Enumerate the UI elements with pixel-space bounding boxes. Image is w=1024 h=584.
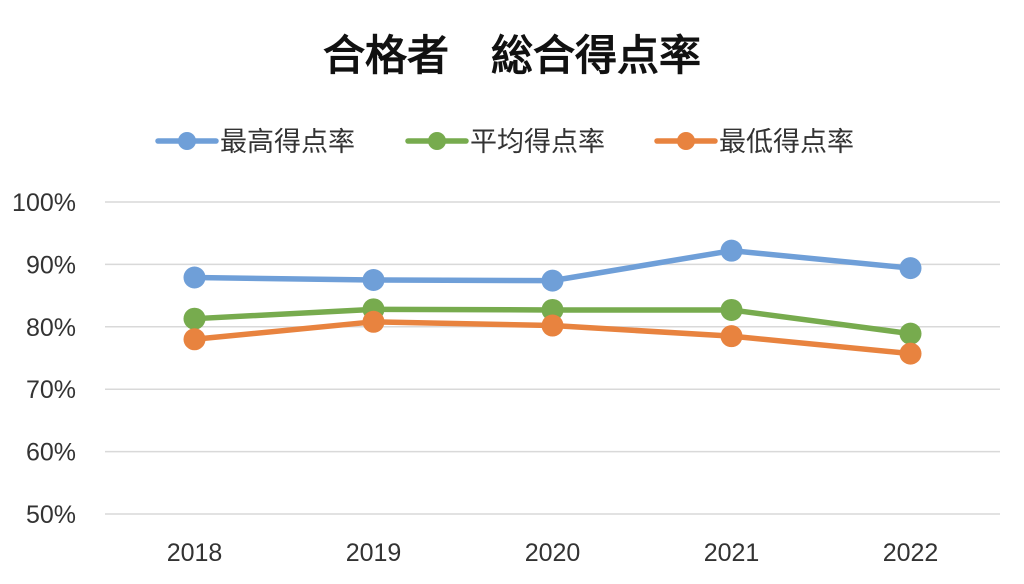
data-point [720,325,743,348]
legend-item: 平均得点率 [405,127,605,158]
x-tick-label: 2022 [883,539,939,567]
legend-item: 最高得点率 [155,127,355,158]
data-point [541,269,564,292]
y-tick-label: 50% [26,501,76,529]
data-point [899,257,922,280]
data-point [720,239,743,262]
data-point [362,310,385,333]
legend-marker [677,132,695,150]
y-tick-label: 100% [12,189,76,217]
data-point [183,307,206,330]
legend-label: 最低得点率 [719,127,854,158]
data-point [541,298,564,321]
data-point [720,298,743,321]
y-tick-label: 80% [26,314,76,342]
chart-title: 合格者 総合得点率 [323,31,701,80]
y-tick-label: 70% [26,376,76,404]
x-tick-label: 2018 [167,539,223,567]
x-tick-label: 2020 [525,539,581,567]
x-axis: 2018 2019 2020 2021 2022 [167,539,939,567]
legend-label: 平均得点率 [470,127,605,158]
data-point [362,269,385,291]
legend: 最高得点率 平均得点率 最低得点率 [155,127,854,158]
x-tick-label: 2021 [704,539,760,567]
x-tick-label: 2019 [346,539,402,567]
data-point [183,266,206,289]
gridlines [105,201,1000,515]
legend-item: 最低得点率 [654,127,854,158]
data-point [183,328,206,351]
data-point [541,314,564,337]
y-axis: 100% 90% 80% 70% 60% 50% [12,189,76,529]
series-3 [183,310,922,365]
plot-area [183,239,922,365]
legend-label: 最高得点率 [220,127,355,158]
data-point [899,322,922,345]
y-tick-label: 60% [26,439,76,467]
y-tick-label: 90% [26,251,76,279]
legend-marker [178,132,196,150]
data-point [899,342,922,365]
legend-marker [428,132,446,150]
series-1 [183,239,922,292]
